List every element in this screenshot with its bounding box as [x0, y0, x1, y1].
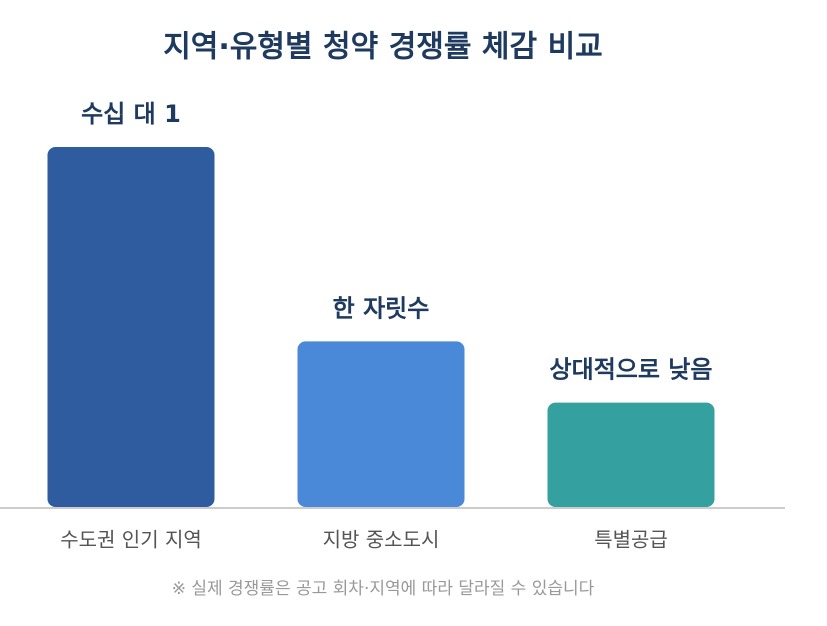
bar-label: 한 자릿수 — [333, 294, 430, 322]
bar-label: 상대적으로 낮음 — [550, 356, 713, 384]
chart-title: 지역·유형별 청약 경쟁률 체감 비교 — [163, 30, 603, 65]
bar-label: 수십 대 1 — [81, 100, 181, 128]
x-tick-label: 특별공급 — [594, 528, 668, 552]
bar — [547, 402, 715, 507]
x-tick-label: 수도권 인기 지역 — [60, 528, 202, 552]
bar — [297, 341, 465, 507]
bar — [47, 147, 215, 507]
footnote: ※ 실제 경쟁률은 공고 회차·지역에 따라 달라질 수 있습니다 — [172, 579, 595, 599]
x-tick-label: 지방 중소도시 — [323, 528, 440, 552]
